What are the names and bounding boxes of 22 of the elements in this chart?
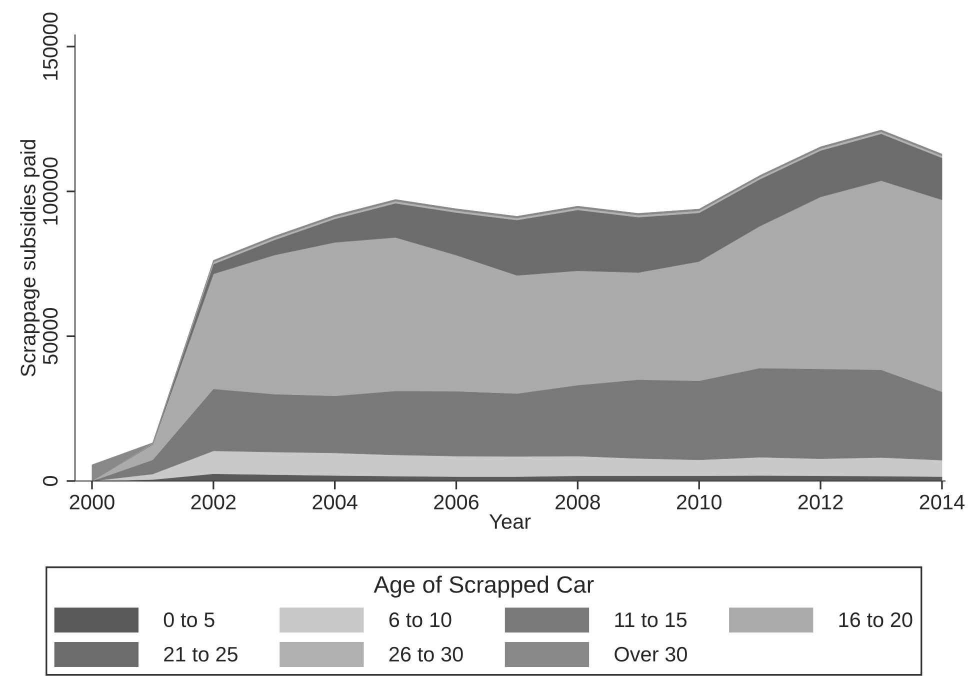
y-axis-title: Scrappage subsidies paid <box>20 140 40 376</box>
x-tick-label: 2008 <box>556 494 600 510</box>
x-tick-label: 2006 <box>434 494 479 510</box>
legend-label: 6 to 10 <box>389 612 452 628</box>
x-tick-label: 2014 <box>920 494 965 510</box>
legend-label: 11 to 15 <box>615 612 687 628</box>
legend-label: 0 to 5 <box>164 612 214 628</box>
x-axis-title: Year <box>489 514 531 529</box>
legend-label: 26 to 30 <box>389 646 463 662</box>
x-tick-label: 2002 <box>191 494 236 510</box>
x-tick-label: 2012 <box>798 494 843 510</box>
legend-label: Over 30 <box>614 646 687 662</box>
y-tick-label: 100000 <box>42 157 58 225</box>
y-tick-label: 150000 <box>42 12 58 80</box>
legend-label: 21 to 25 <box>164 646 238 662</box>
y-tick-label: 0 <box>42 476 58 486</box>
x-tick-label: 2010 <box>676 494 722 510</box>
legend-title: Age of Scrapped Car <box>374 576 594 598</box>
x-tick-label: 2004 <box>312 494 358 510</box>
x-tick-label: 2000 <box>70 494 114 510</box>
y-tick-label: 50000 <box>42 308 58 364</box>
legend-label: 16 to 20 <box>839 612 912 628</box>
